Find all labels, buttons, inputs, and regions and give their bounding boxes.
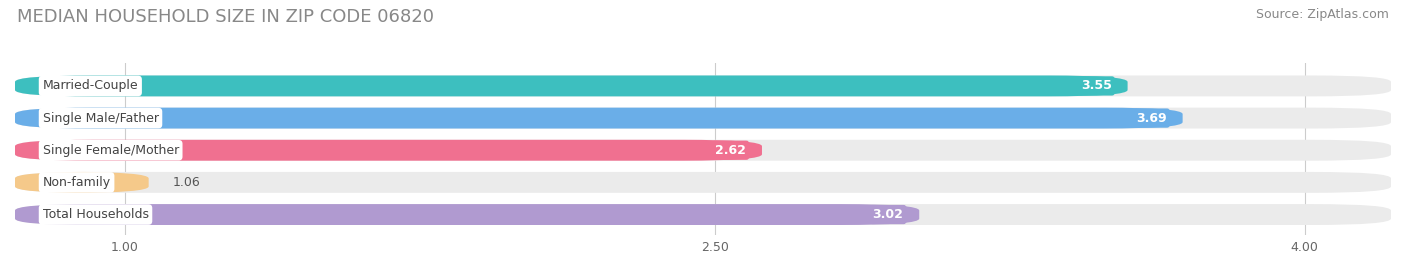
Text: Source: ZipAtlas.com: Source: ZipAtlas.com: [1256, 8, 1389, 21]
FancyBboxPatch shape: [15, 204, 920, 225]
Text: MEDIAN HOUSEHOLD SIZE IN ZIP CODE 06820: MEDIAN HOUSEHOLD SIZE IN ZIP CODE 06820: [17, 8, 434, 26]
FancyBboxPatch shape: [15, 76, 1128, 96]
Text: 1.06: 1.06: [173, 176, 200, 189]
Text: 2.62: 2.62: [716, 144, 747, 157]
FancyBboxPatch shape: [15, 172, 1391, 193]
FancyBboxPatch shape: [15, 204, 1391, 225]
Text: 3.02: 3.02: [873, 208, 904, 221]
Text: Single Female/Mother: Single Female/Mother: [42, 144, 179, 157]
Text: 3.55: 3.55: [1081, 79, 1112, 93]
Text: Total Households: Total Households: [42, 208, 149, 221]
FancyBboxPatch shape: [15, 140, 1391, 161]
FancyBboxPatch shape: [15, 108, 1182, 129]
Text: Non-family: Non-family: [42, 176, 111, 189]
Text: Single Male/Father: Single Male/Father: [42, 112, 159, 125]
FancyBboxPatch shape: [15, 172, 149, 193]
FancyBboxPatch shape: [15, 108, 1391, 129]
FancyBboxPatch shape: [15, 76, 1391, 96]
Text: 3.69: 3.69: [1136, 112, 1167, 125]
Text: Married-Couple: Married-Couple: [42, 79, 138, 93]
FancyBboxPatch shape: [15, 140, 762, 161]
